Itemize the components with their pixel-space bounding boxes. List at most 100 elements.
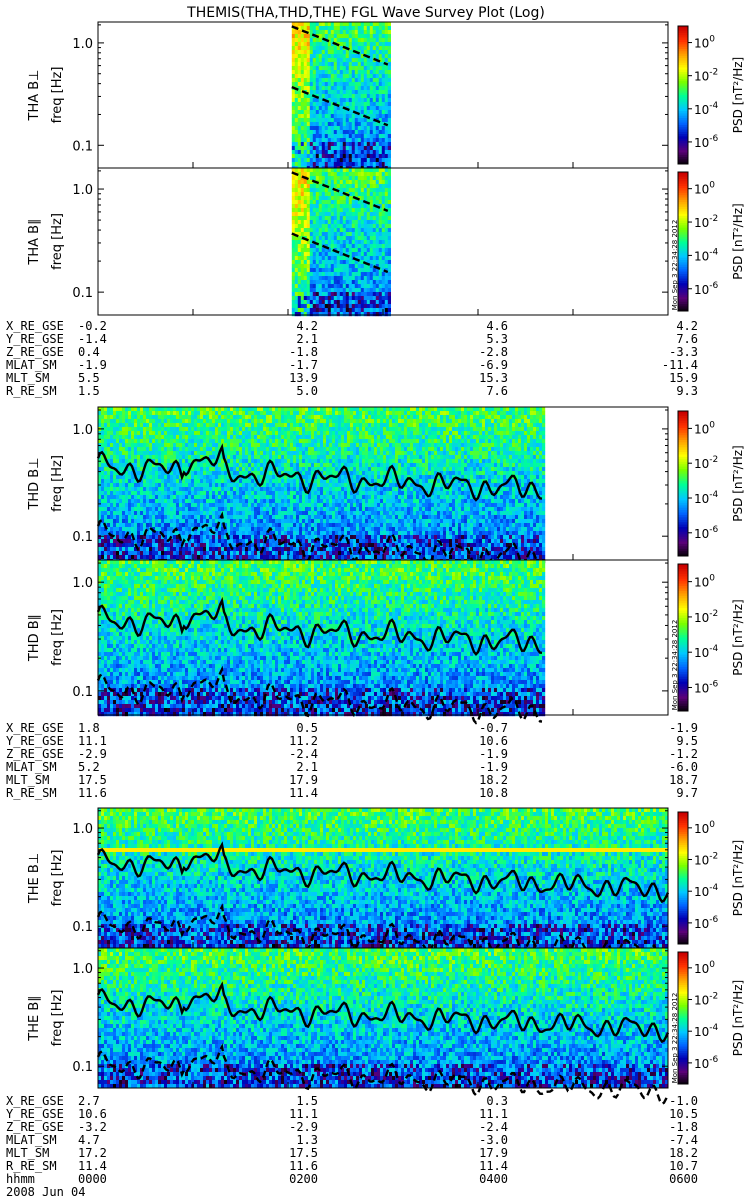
- spectrogram-cell: [318, 308, 322, 313]
- spectrogram-cell: [137, 459, 141, 464]
- spectrogram-cell: [324, 180, 328, 185]
- spectrogram-cell: [158, 535, 162, 540]
- spectrogram-cell: [248, 467, 252, 472]
- spectrogram-cell: [372, 232, 376, 237]
- spectrogram-cell: [242, 455, 246, 460]
- spectrogram-cell: [254, 411, 258, 416]
- spectrogram-cell: [266, 555, 270, 560]
- spectrogram-cell: [287, 435, 291, 440]
- spectrogram-cell: [312, 22, 316, 27]
- spectrogram-cell: [387, 240, 391, 245]
- spectrogram-cell: [215, 495, 219, 500]
- spectrogram-cell: [275, 419, 279, 424]
- spectrogram-cell: [98, 467, 102, 472]
- spectrogram-cell: [176, 423, 180, 428]
- spectrogram-cell: [351, 106, 355, 111]
- spectrogram-cell: [348, 308, 352, 313]
- spectrogram-cell: [245, 459, 249, 464]
- spectrogram-cell: [300, 180, 304, 185]
- spectrogram-cell: [366, 158, 370, 163]
- spectrogram-cell: [318, 82, 322, 87]
- spectrogram-cell: [122, 427, 126, 432]
- spectrogram-cell: [230, 487, 234, 492]
- spectrogram-cell: [360, 196, 364, 201]
- spectrogram-cell: [348, 26, 352, 31]
- spectrogram-cell: [107, 539, 111, 544]
- spectrogram-cell: [360, 300, 364, 305]
- spectrogram-cell: [294, 114, 298, 119]
- spectrogram-cell: [303, 142, 307, 147]
- spectrogram-cell: [284, 451, 288, 456]
- spectrogram-cell: [327, 192, 331, 197]
- spectrogram-cell: [327, 172, 331, 177]
- spectrogram-cell: [357, 66, 361, 71]
- spectrogram-cell: [281, 491, 285, 496]
- spectrogram-cell: [254, 491, 258, 496]
- spectrogram-cell: [384, 184, 388, 189]
- spectrogram-cell: [294, 98, 298, 103]
- spectrogram-cell: [149, 487, 153, 492]
- spectrogram-cell: [324, 134, 328, 139]
- spectrogram-cell: [366, 256, 370, 261]
- spectrogram-cell: [348, 106, 352, 111]
- spectrogram-cell: [351, 252, 355, 257]
- spectrogram-cell: [209, 551, 213, 556]
- spectrogram-cell: [224, 535, 228, 540]
- spectrogram-cell: [327, 50, 331, 55]
- spectrogram-cell: [209, 475, 213, 480]
- spectrogram-cell: [330, 146, 334, 151]
- spectrogram-cell: [363, 288, 367, 293]
- spectrogram-cell: [366, 126, 370, 131]
- spectrogram-cell: [287, 415, 291, 420]
- spectrogram-cell: [281, 471, 285, 476]
- spectrogram-cell: [384, 102, 388, 107]
- spectrogram-cell: [363, 248, 367, 253]
- spectrogram-cell: [354, 82, 358, 87]
- spectrogram-cell: [230, 463, 234, 468]
- spectrogram-cell: [306, 312, 310, 317]
- spectrogram-cell: [303, 54, 307, 59]
- spectrogram-cell: [197, 463, 201, 468]
- spectrogram-cell: [387, 244, 391, 249]
- spectrogram-cell: [351, 200, 355, 205]
- spectrogram-cell: [152, 511, 156, 516]
- spectrogram-cell: [110, 455, 114, 460]
- spectrogram-cell: [287, 467, 291, 472]
- spectrogram-cell: [110, 479, 114, 484]
- spectrogram-cell: [333, 308, 337, 313]
- spectrogram-cell: [318, 130, 322, 135]
- spectrogram-cell: [233, 451, 237, 456]
- spectrogram-cell: [272, 487, 276, 492]
- spectrogram-cell: [161, 527, 165, 532]
- spectrogram-cell: [351, 62, 355, 67]
- spectrogram-cell: [294, 180, 298, 185]
- spectrogram-cell: [309, 232, 313, 237]
- spectrogram-cell: [318, 312, 322, 317]
- spectrogram-cell: [387, 150, 391, 155]
- spectrogram-cell: [312, 138, 316, 143]
- spectrogram-cell: [245, 423, 249, 428]
- spectrogram-cell: [173, 411, 177, 416]
- spectrogram-cell: [348, 130, 352, 135]
- spectrogram-cell: [110, 411, 114, 416]
- spectrogram-cell: [351, 216, 355, 221]
- spectrogram-cell: [152, 515, 156, 520]
- spectrogram-cell: [363, 272, 367, 277]
- spectrogram-cell: [113, 475, 117, 480]
- spectrogram-cell: [369, 212, 373, 217]
- spectrogram-cell: [381, 184, 385, 189]
- spectrogram-cell: [342, 98, 346, 103]
- spectrogram-cell: [218, 495, 222, 500]
- spectrogram-cell: [321, 114, 325, 119]
- spectrogram-cell: [179, 495, 183, 500]
- spectrogram-cell: [107, 455, 111, 460]
- spectrogram-cell: [372, 82, 376, 87]
- spectrogram-cell: [336, 142, 340, 147]
- spectrogram-cell: [203, 459, 207, 464]
- spectrogram-cell: [143, 507, 147, 512]
- spectrogram-cell: [321, 208, 325, 213]
- spectrogram-cell: [372, 228, 376, 233]
- spectrogram-cell: [218, 555, 222, 560]
- spectrogram-cell: [113, 539, 117, 544]
- spectrogram-cell: [122, 415, 126, 420]
